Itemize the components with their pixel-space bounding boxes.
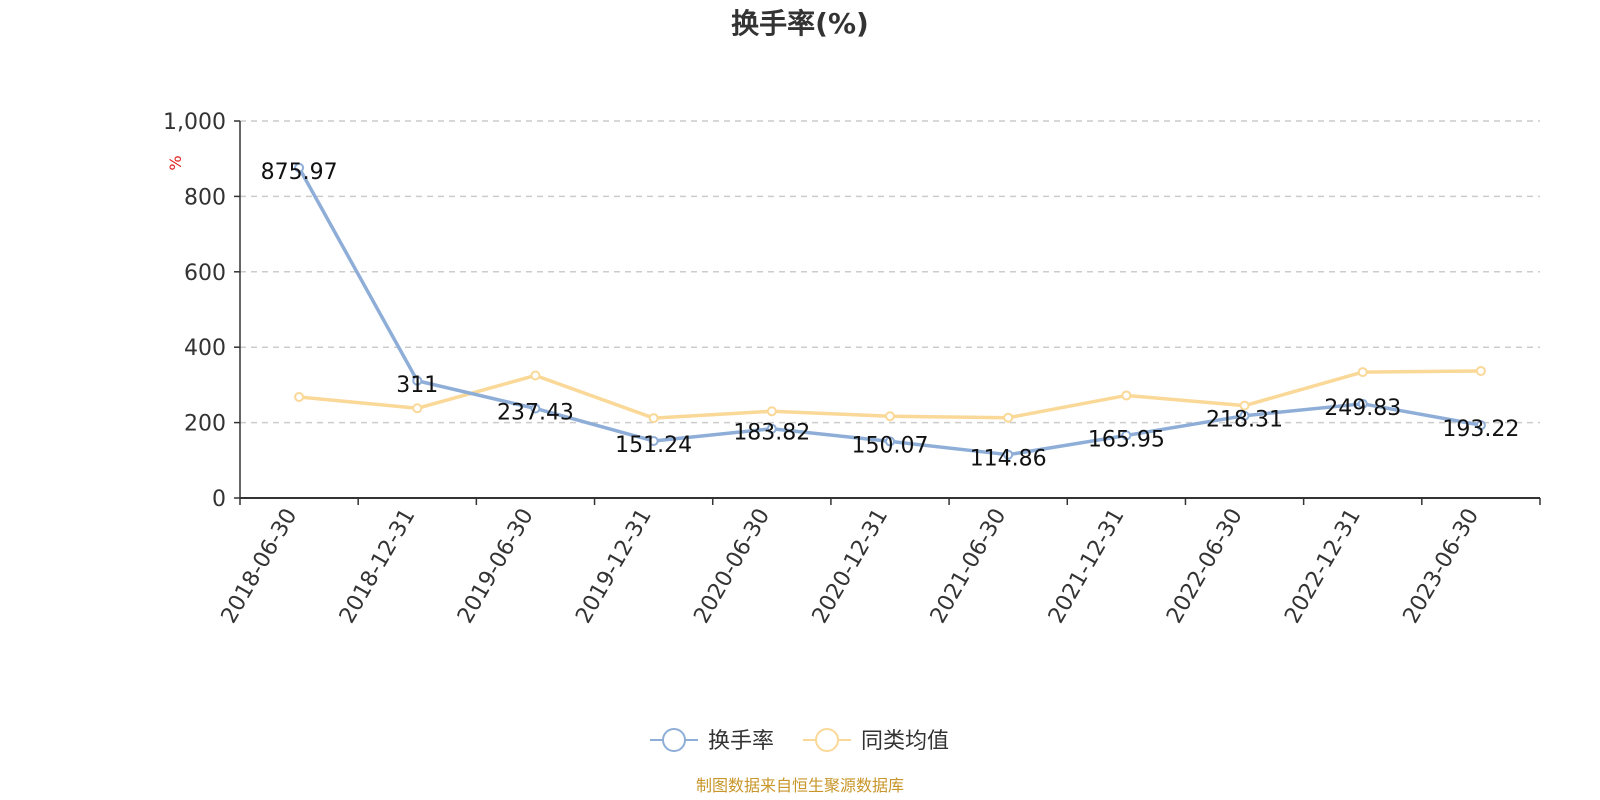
x-tick-label: 2023-06-30: [1399, 505, 1485, 628]
data-point: [530, 370, 541, 381]
data-point: [1003, 412, 1014, 423]
data-label: 218.31: [1206, 408, 1283, 433]
data-point: [1121, 390, 1132, 401]
x-tick-label: 2020-12-31: [808, 505, 894, 628]
legend-marker: [815, 728, 839, 752]
grid-lines: [240, 120, 1540, 424]
data-label: 237.43: [497, 400, 574, 425]
data-point: [1003, 449, 1014, 460]
data-point: [1357, 398, 1368, 409]
data-point: [766, 423, 777, 434]
data-point: [412, 403, 423, 414]
data-point: [885, 411, 895, 422]
y-tick-label: 600: [184, 261, 226, 286]
y-tick-label: 0: [212, 487, 226, 512]
data-label: 249.83: [1324, 396, 1401, 421]
data-label: 183.82: [733, 421, 810, 446]
data-point: [1475, 365, 1486, 376]
data-point: [294, 391, 305, 402]
legend-marker: [662, 728, 686, 752]
legend-label: 换手率: [708, 729, 774, 754]
data-label: 875.97: [261, 160, 338, 185]
data-label: 151.24: [615, 433, 692, 458]
x-tick-label: 2022-12-31: [1280, 505, 1366, 628]
legend-label: 同类均值: [861, 729, 949, 754]
data-label: 114.86: [970, 447, 1047, 472]
legend-item[interactable]: 同类均值: [803, 728, 949, 754]
data-point: [1239, 400, 1250, 411]
legend[interactable]: 换手率 同类均值: [650, 728, 949, 754]
series-lines: [294, 162, 1486, 460]
x-tick-label: 2021-12-31: [1044, 505, 1130, 628]
y-tick-label: 200: [184, 412, 226, 437]
data-label: 150.07: [852, 433, 929, 458]
data-point: [1121, 430, 1132, 441]
x-tick-label: 2018-06-30: [217, 505, 303, 628]
x-axis-ticks: 2018-06-30 2018-12-31 2019-06-30 2019-12-31…: [217, 498, 1541, 628]
data-label: 165.95: [1088, 427, 1165, 452]
y-tick-label: 1,000: [163, 110, 226, 135]
data-point: [648, 435, 659, 446]
x-tick-label: 2019-12-31: [571, 505, 657, 628]
x-tick-label: 2020-06-30: [689, 505, 775, 628]
data-labels: 875.97 311 237.43 151.24 183.82 150.07 114.86 1…: [261, 160, 1520, 472]
x-tick-label: 2018-12-31: [335, 505, 421, 628]
data-label: 311: [396, 373, 438, 398]
y-axis-ticks: 0 200 400 600 800 1,000: [163, 110, 240, 512]
source-note: 制图数据来自恒生聚源数据库: [696, 776, 904, 795]
x-tick-label: 2022-06-30: [1162, 505, 1248, 628]
x-tick-label: 2021-06-30: [926, 505, 1012, 628]
data-point: [294, 162, 305, 173]
y-axis-unit: %: [166, 155, 185, 170]
data-point: [648, 413, 659, 424]
data-point: [1239, 410, 1250, 421]
axes: [239, 121, 1540, 499]
x-tick-label: 2019-06-30: [453, 505, 539, 628]
data-point: [530, 403, 541, 414]
data-label: 193.22: [1442, 417, 1519, 442]
data-point: [412, 375, 423, 386]
data-point: [885, 436, 895, 447]
y-tick-label: 800: [184, 185, 226, 210]
chart-title: 换手率(%): [731, 7, 869, 40]
data-point: [1475, 420, 1486, 431]
data-point: [1357, 367, 1368, 378]
legend-item[interactable]: 换手率: [650, 728, 774, 754]
y-tick-label: 400: [184, 336, 226, 361]
data-point: [766, 406, 777, 417]
